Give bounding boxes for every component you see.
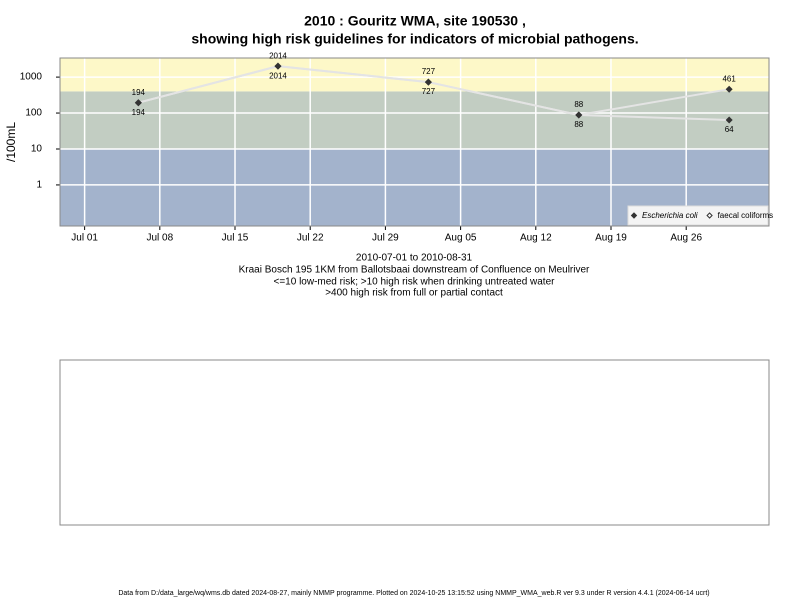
legend-label: Escherichia coli <box>642 211 698 220</box>
data-label: 194 <box>132 88 146 97</box>
data-point <box>725 116 733 124</box>
legend-label: faecal coliforms <box>718 211 774 220</box>
data-label: 88 <box>574 120 583 129</box>
y-axis-label: /100mL <box>4 122 18 162</box>
x-tick-label: Aug 05 <box>445 233 477 244</box>
x-tick-label: Jul 01 <box>71 233 98 244</box>
plot-frame <box>59 57 770 227</box>
x-tick-label: Aug 19 <box>595 233 627 244</box>
data-label: 727 <box>422 87 436 96</box>
chart-title: showing high risk guidelines for indicat… <box>191 31 638 47</box>
data-label: 461 <box>722 74 736 83</box>
data-point <box>725 85 733 93</box>
data-label: 194 <box>132 108 146 117</box>
footer: Data from D:/data_large/wq/wms.db dated … <box>118 590 709 597</box>
risk-band <box>60 58 769 92</box>
data-label: 64 <box>725 125 734 134</box>
legend-marker <box>630 212 638 219</box>
y-tick-label: 1 <box>36 180 42 191</box>
y-tick-label: 10 <box>31 144 43 155</box>
legend-marker <box>706 212 713 219</box>
subtitle: Kraai Bosch 195 1KM from Ballotsbaai dow… <box>239 265 590 276</box>
x-tick-label: Aug 26 <box>670 233 702 244</box>
x-tick-label: Jul 08 <box>146 233 173 244</box>
data-label: 2014 <box>269 71 287 80</box>
x-tick-label: Jul 22 <box>297 233 324 244</box>
data-label: 2014 <box>269 51 287 60</box>
data-label: 88 <box>574 100 583 109</box>
subtitle: <=10 low-med risk; >10 high risk when dr… <box>274 277 556 288</box>
x-tick-label: Jul 15 <box>222 233 249 244</box>
empty-panel <box>59 359 770 526</box>
data-point <box>575 111 583 119</box>
chart-title: 2010 : Gouritz WMA, site 190530 , <box>304 13 526 29</box>
risk-band <box>60 91 769 149</box>
y-tick-label: 100 <box>25 108 42 119</box>
subtitle: 2010-07-01 to 2010-08-31 <box>356 253 473 264</box>
legend-box <box>627 205 769 226</box>
x-tick-label: Aug 12 <box>520 233 552 244</box>
data-point <box>424 78 432 86</box>
data-point <box>134 99 142 107</box>
subtitle: >400 high risk from full or partial cont… <box>325 288 503 299</box>
y-tick-label: 1000 <box>20 72 43 83</box>
data-point <box>274 62 282 70</box>
data-label: 727 <box>422 67 436 76</box>
x-tick-label: Jul 29 <box>372 233 399 244</box>
